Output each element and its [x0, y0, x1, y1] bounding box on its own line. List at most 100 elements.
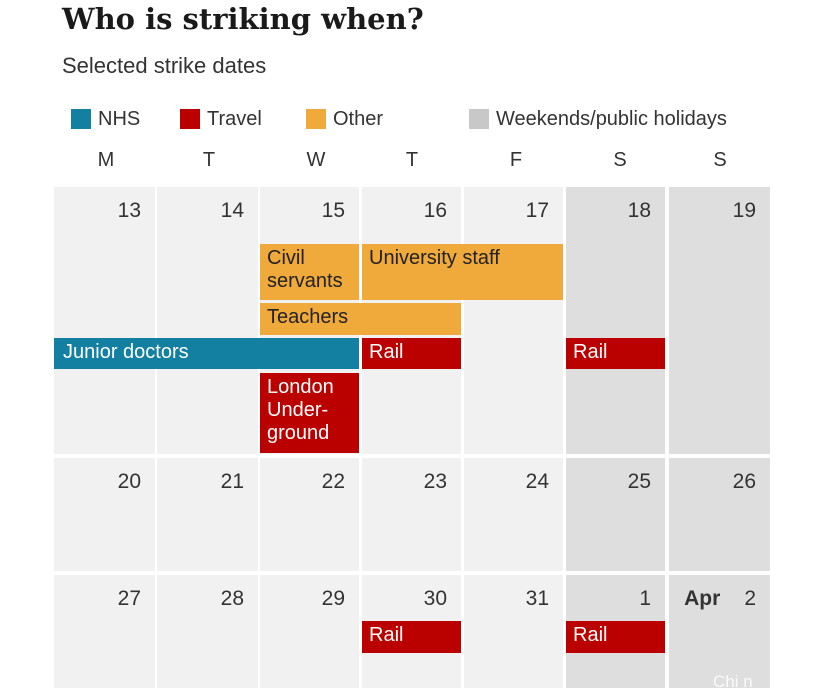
- strike-bar-other: Teachers: [260, 303, 461, 335]
- day-number: 28: [221, 587, 244, 611]
- calendar-day-cell: 25: [566, 458, 665, 571]
- day-number-text: 29: [321, 587, 345, 610]
- day-number: 21: [221, 470, 244, 494]
- legend-label-weekend: Weekends/public holidays: [496, 107, 727, 130]
- day-number-text: 13: [117, 199, 141, 222]
- day-number: 20: [118, 470, 141, 494]
- strike-label: Junior doctors: [63, 341, 189, 363]
- strike-bar-travel: Rail: [362, 338, 461, 369]
- calendar-day-cell: 31: [464, 575, 563, 688]
- calendar-day-cell: 17: [464, 187, 563, 454]
- calendar-day-cell: 21: [157, 458, 258, 571]
- month-label: Apr: [684, 587, 721, 610]
- day-number-text: 28: [220, 587, 244, 610]
- page-title: Who is striking when?: [62, 2, 424, 36]
- day-number: 27: [118, 587, 141, 611]
- legend-swatch-weekend: [469, 109, 489, 129]
- legend-label-nhs: NHS: [98, 107, 141, 130]
- strike-label: Rail: [573, 341, 608, 363]
- legend-item-nhs: NHS: [71, 106, 140, 132]
- calendar-day-cell: 20: [54, 458, 155, 571]
- day-number-text: 14: [220, 199, 244, 222]
- day-number: 14: [221, 199, 244, 223]
- day-number-text: 27: [117, 587, 141, 610]
- strike-label: Rail: [369, 341, 404, 363]
- day-number-text: 19: [732, 199, 756, 222]
- day-header-thu: T: [405, 149, 419, 171]
- calendar-day-cell: 28: [157, 575, 258, 688]
- page-subtitle: Selected strike dates: [62, 53, 267, 78]
- day-number: 18: [628, 199, 651, 223]
- day-number-text: 25: [627, 470, 651, 493]
- strike-label: Rail: [573, 624, 608, 646]
- strike-label: University staff: [369, 247, 500, 269]
- strike-bar-travel: London Under-ground: [260, 373, 359, 453]
- strike-bar-nhs: Junior doctors: [54, 338, 359, 369]
- strike-bar-travel: Rail: [566, 621, 665, 653]
- day-number-text: 17: [525, 199, 549, 222]
- day-number-text: 31: [525, 587, 549, 610]
- calendar-day-cell: 18: [566, 187, 665, 454]
- day-number-text: 16: [423, 199, 447, 222]
- legend-item-weekend: Weekends/public holidays: [469, 106, 727, 132]
- day-number-text: 2: [744, 587, 756, 610]
- legend-label-other: Other: [333, 107, 384, 130]
- calendar-day-cell: 23: [362, 458, 461, 571]
- strike-label-line: Civil: [267, 247, 305, 269]
- calendar-day-cell: 22: [260, 458, 359, 571]
- day-number: 23: [424, 470, 447, 494]
- day-number-text: 21: [220, 470, 244, 493]
- day-header-sat: S: [613, 149, 627, 171]
- day-number: 15: [322, 199, 345, 223]
- legend-item-travel: Travel: [180, 106, 262, 132]
- strike-bar-other: Civil servants: [260, 244, 359, 300]
- strike-label-line: servants: [267, 270, 343, 292]
- strike-label-line: ground: [267, 422, 330, 444]
- strike-label-line: Under-: [267, 399, 329, 421]
- day-header-fri: F: [509, 149, 523, 171]
- legend-swatch-nhs: [71, 109, 91, 129]
- calendar-day-cell: Apr 2: [669, 575, 770, 688]
- strike-label: Rail: [369, 624, 404, 646]
- day-number-text: 18: [627, 199, 651, 222]
- calendar-day-cell: 26: [669, 458, 770, 571]
- day-number-text: 30: [423, 587, 447, 610]
- day-number: 13: [118, 199, 141, 223]
- calendar-day-cell: 27: [54, 575, 155, 688]
- day-number: 22: [322, 470, 345, 494]
- day-number-text: 26: [732, 470, 756, 493]
- day-number: 1: [639, 587, 651, 611]
- day-number-text: 20: [117, 470, 141, 493]
- day-number-text: 15: [321, 199, 345, 222]
- legend-item-other: Other: [306, 106, 383, 132]
- day-number: 26: [733, 470, 756, 494]
- strike-bar-travel: Rail: [566, 338, 665, 369]
- day-number-text: 22: [321, 470, 345, 493]
- day-header-mon: M: [97, 149, 115, 171]
- strike-label-line: London: [267, 376, 334, 398]
- legend-label-travel: Travel: [207, 107, 262, 130]
- day-header-sun: S: [713, 149, 727, 171]
- day-number: 17: [526, 199, 549, 223]
- strike-bar-other: University staff: [362, 244, 563, 300]
- calendar-day-cell: 13: [54, 187, 155, 454]
- day-number: Apr 2: [684, 587, 756, 611]
- calendar-day-cell: 19: [669, 187, 770, 454]
- day-number-text: 1: [639, 587, 651, 610]
- day-number: 25: [628, 470, 651, 494]
- strike-label: Teachers: [267, 306, 349, 328]
- strike-bar-travel: Rail: [362, 621, 461, 653]
- day-number-text: 23: [423, 470, 447, 493]
- legend-swatch-other: [306, 109, 326, 129]
- calendar-day-cell: 14: [157, 187, 258, 454]
- day-header-wed: W: [306, 149, 326, 171]
- legend-swatch-travel: [180, 109, 200, 129]
- calendar-day-cell: 29: [260, 575, 359, 688]
- day-number: 24: [526, 470, 549, 494]
- calendar-day-cell: 24: [464, 458, 563, 571]
- day-header-tue: T: [202, 149, 216, 171]
- watermark: Chi n: [713, 672, 753, 691]
- day-number: 16: [424, 199, 447, 223]
- day-number: 19: [733, 199, 756, 223]
